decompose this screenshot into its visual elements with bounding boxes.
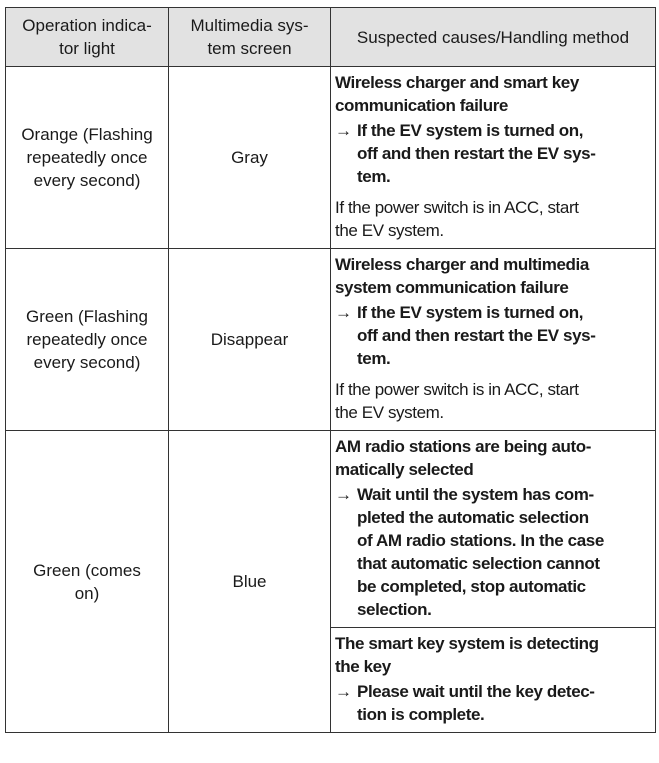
row3-indicator: Green (comes on) — [5, 430, 169, 733]
table-row: Green (comes on) Blue AM radio stations … — [5, 430, 656, 733]
action-text: Wait until the system has com- pleted th… — [357, 485, 604, 619]
cause-title: Wireless charger and multimedia system c… — [335, 255, 589, 297]
header-row: Operation indica- tor light Multimedia s… — [5, 7, 656, 67]
row3-cause-2: The smart key system is detecting the ke… — [330, 627, 656, 733]
row1-causes: Wireless charger and smart key communica… — [330, 66, 656, 249]
arrow-icon: → — [335, 682, 352, 701]
row2-causes: Wireless charger and multimedia system c… — [330, 248, 656, 431]
arrow-icon: → — [335, 303, 352, 322]
cause-action: → Please wait until the key detec- tion i… — [335, 680, 652, 726]
action-text: Please wait until the key detec- tion is… — [357, 682, 595, 724]
table-row: The smart key system is detecting the ke… — [6, 627, 656, 733]
cause-title: The smart key system is detecting the ke… — [335, 634, 599, 676]
row2-screen: Disappear — [168, 248, 331, 431]
cause-title: AM radio stations are being auto- matica… — [335, 437, 591, 479]
header-screen: Multimedia sys- tem screen — [168, 7, 331, 67]
arrow-icon: → — [335, 485, 352, 504]
cause-action: → If the EV system is turned on, off and … — [335, 119, 652, 188]
action-text: If the EV system is turned on, off and t… — [357, 121, 596, 186]
action-text: If the EV system is turned on, off and t… — [357, 303, 596, 368]
header-indicator: Operation indica- tor light — [5, 7, 169, 67]
cause-note: If the power switch is in ACC, start the… — [335, 380, 579, 422]
row3-cause-1: AM radio stations are being auto- matica… — [330, 430, 656, 628]
table-row: Orange (Flashing repeatedly once every s… — [5, 66, 656, 249]
troubleshooting-table: Operation indica- tor light Multimedia s… — [5, 7, 656, 733]
row1-screen: Gray — [168, 66, 331, 249]
cause-action: → Wait until the system has com- pleted t… — [335, 483, 652, 621]
arrow-icon: → — [335, 121, 352, 140]
row2-indicator: Green (Flashing repeatedly once every se… — [5, 248, 169, 431]
cause-action: → If the EV system is turned on, off and … — [335, 301, 652, 370]
row3-screen: Blue — [168, 430, 331, 733]
table-row: Green (Flashing repeatedly once every se… — [5, 248, 656, 431]
cause-note: If the power switch is in ACC, start the… — [335, 198, 579, 240]
header-causes: Suspected causes/Handling method — [330, 7, 656, 67]
cause-title: Wireless charger and smart key communica… — [335, 73, 579, 115]
row1-indicator: Orange (Flashing repeatedly once every s… — [5, 66, 169, 249]
